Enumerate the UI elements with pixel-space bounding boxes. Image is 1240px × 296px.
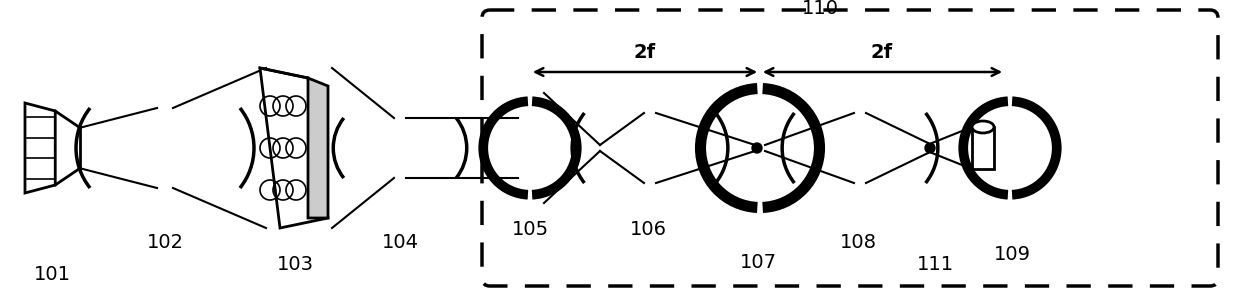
Text: 111: 111 — [916, 255, 954, 274]
Ellipse shape — [972, 121, 994, 133]
Text: 108: 108 — [839, 233, 877, 252]
Text: 106: 106 — [630, 220, 667, 239]
Text: 101: 101 — [33, 265, 71, 284]
Text: 103: 103 — [277, 255, 314, 274]
Text: 105: 105 — [511, 220, 548, 239]
Bar — [972, 127, 994, 169]
Text: 107: 107 — [739, 253, 776, 272]
Circle shape — [751, 143, 763, 153]
Text: 2f: 2f — [634, 43, 656, 62]
Text: 102: 102 — [146, 233, 184, 252]
Text: 104: 104 — [382, 233, 419, 252]
Text: 2f: 2f — [870, 43, 893, 62]
Polygon shape — [308, 78, 329, 218]
Text: 109: 109 — [993, 245, 1030, 264]
Text: 110: 110 — [801, 0, 838, 18]
Circle shape — [925, 143, 935, 153]
Polygon shape — [260, 68, 329, 228]
